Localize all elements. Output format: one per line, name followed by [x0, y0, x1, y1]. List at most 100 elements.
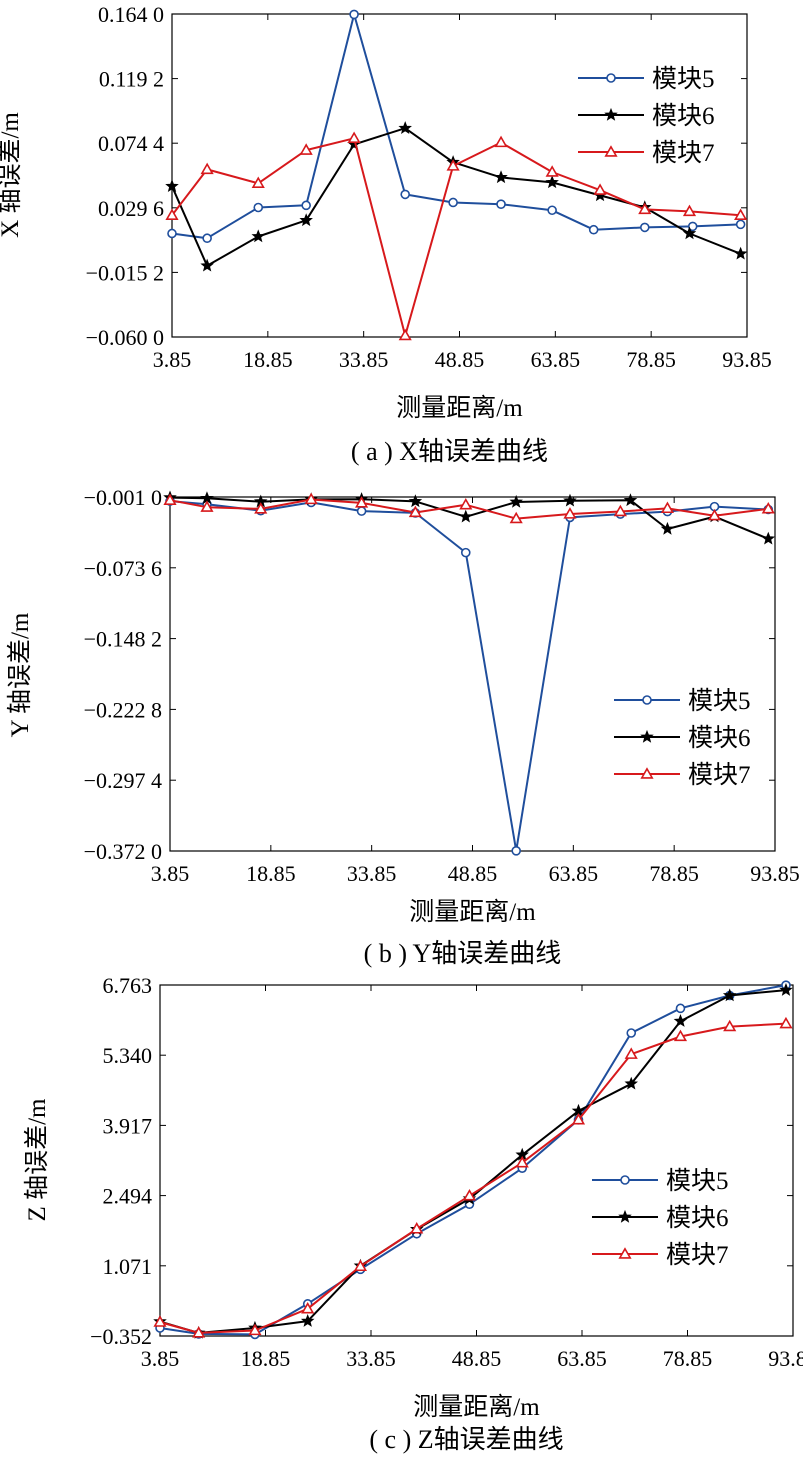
- chart-a-data-point: [638, 202, 652, 215]
- legend-label: 模块7: [652, 139, 715, 167]
- chart-a-data-point: [734, 208, 748, 220]
- chart-c-data-point: [571, 1113, 586, 1125]
- chart-a-data-point: [588, 224, 599, 235]
- chart-c-data-point: [300, 1314, 315, 1327]
- legend-swatch-marker: [604, 107, 618, 121]
- chart-b-legend: 模块5 模块6 模块7: [614, 687, 751, 789]
- chart-a-data-point: [687, 221, 698, 232]
- chart-b: 3.85 18.85 33.85 48.85 63.85 78.85 93.85 −0.001…: [6, 485, 800, 968]
- chart-b-data-point: [509, 511, 523, 524]
- chart-c-data-point: [779, 982, 793, 996]
- legend-label: 模块6: [652, 102, 715, 130]
- chart-c-y-tick-label: 3.917: [103, 1113, 153, 1138]
- chart-c-data-point: [675, 1003, 686, 1014]
- chart-a-x-tick-label: 33.85: [339, 347, 389, 372]
- chart-a-data-point: [446, 159, 460, 171]
- chart-a-data-point: [593, 183, 607, 195]
- chart-a-data-point: [496, 199, 506, 209]
- chart-b-series-2: [163, 490, 776, 545]
- chart-b-data-point: [355, 496, 369, 508]
- chart-c-x-tick-label: 33.85: [346, 1346, 396, 1371]
- chart-a-data-point: [545, 175, 559, 189]
- chart-b-data-point: [356, 506, 367, 516]
- chart-c-x-tick-label: 93.85: [768, 1346, 803, 1371]
- chart-a-data-point: [682, 226, 697, 240]
- chart-a-data-point: [251, 229, 266, 243]
- legend-swatch-marker: [640, 729, 654, 743]
- chart-b-caption: ( b ) Y轴误差曲线: [364, 939, 562, 968]
- chart-c-x-tick-label: 63.85: [557, 1346, 607, 1371]
- chart-a-data-point: [165, 179, 179, 193]
- chart-a-data-point: [200, 258, 214, 272]
- chart-c-data-point: [410, 1222, 424, 1234]
- chart-c-legend: 模块5 模块6 模块7: [592, 1167, 729, 1269]
- legend-label: 模块7: [688, 761, 751, 789]
- chart-a-y-tick-label: −0.015 2: [86, 260, 164, 285]
- chart-c-x-tick-label: 18.85: [241, 1346, 291, 1371]
- chart-a-x-tick-label: 93.85: [722, 347, 772, 372]
- chart-b-data-point: [761, 531, 776, 545]
- chart-b-y-tick-label: −0.001 0: [84, 485, 162, 510]
- chart-a-data-point: [299, 213, 313, 227]
- chart-b-data-point: [761, 502, 775, 514]
- chart-b-series-1: [165, 496, 774, 856]
- chart-c-x-tick-label: 48.85: [452, 1346, 502, 1371]
- chart-a-x-tick-label: 48.85: [435, 347, 485, 372]
- chart-b-data-point: [509, 494, 523, 508]
- legend-swatch-marker: [620, 1175, 630, 1185]
- chart-a-y-tick-label: 0.119 2: [99, 67, 164, 92]
- chart-b-data-point: [613, 504, 627, 517]
- chart-b-series-3: [163, 492, 775, 524]
- chart-c-data-point: [779, 1016, 793, 1029]
- chart-b-data-point: [459, 498, 473, 510]
- chart-a-x-axis-label: 测量距离/m: [396, 394, 523, 422]
- chart-c-data-point: [722, 988, 737, 1002]
- chart-b-data-point: [660, 521, 675, 535]
- legend-label: 模块5: [652, 65, 715, 93]
- chart-c-data-point: [353, 1259, 368, 1272]
- chart-c-series-1: [155, 980, 791, 1340]
- chart-a-data-point: [547, 205, 557, 216]
- chart-a-data-point: [398, 328, 412, 341]
- chart-a-data-point: [299, 143, 313, 155]
- chart-a-legend: 模块5 模块6 模块7: [578, 65, 715, 167]
- chart-c-data-point: [462, 1188, 477, 1201]
- chart-a-series-1: [167, 9, 746, 244]
- chart-c-y-tick-label: 2.494: [103, 1184, 153, 1209]
- chart-c: 3.85 18.85 33.85 48.85 63.85 78.85 93.85 6.763 5…: [23, 973, 803, 1454]
- chart-a-y-tick-label: −0.060 0: [86, 325, 164, 350]
- chart-a-data-point: [735, 219, 746, 230]
- chart-b-data-point: [660, 501, 675, 514]
- chart-c-series-3: [153, 1016, 793, 1338]
- chart-a-data-point: [347, 131, 361, 143]
- chart-a-data-point: [400, 189, 410, 200]
- chart-c-data-point: [673, 1029, 688, 1042]
- chart-b-x-tick-label: 18.85: [246, 861, 296, 886]
- chart-c-series-2: [153, 982, 793, 1339]
- chart-a-data-point: [301, 200, 311, 211]
- chart-a-y-tick-label: 0.074 4: [98, 131, 164, 156]
- chart-b-data-point: [623, 493, 638, 507]
- chart-b-y-tick-label: −0.297 4: [84, 768, 162, 793]
- chart-c-y-tick-label: 5.340: [103, 1043, 153, 1068]
- legend-swatch-marker: [606, 73, 616, 83]
- chart-c-series-line: [159, 984, 787, 1336]
- chart-c-data-point: [515, 1155, 529, 1168]
- legend-label: 模块6: [666, 1204, 729, 1232]
- chart-b-data-point: [200, 500, 214, 512]
- legend-swatch-marker: [604, 145, 618, 157]
- chart-a-data-point: [200, 162, 214, 175]
- chart-c-x-axis-label: 测量距离/m: [413, 1393, 540, 1421]
- chart-b-data-point: [563, 493, 577, 507]
- chart-a-y-axis-label: X 轴误差/m: [0, 112, 24, 238]
- chart-a-data-point: [682, 204, 697, 217]
- chart-a-data-point: [398, 121, 412, 134]
- chart-c-data-point: [624, 1047, 638, 1059]
- chart-c-y-tick-label: 6.763: [103, 973, 153, 998]
- chart-b-data-point: [304, 492, 318, 505]
- legend-label: 模块7: [666, 1241, 729, 1269]
- chart-c-data-point: [624, 1076, 638, 1090]
- legend-swatch-marker: [642, 695, 652, 705]
- chart-a-data-point: [733, 246, 748, 260]
